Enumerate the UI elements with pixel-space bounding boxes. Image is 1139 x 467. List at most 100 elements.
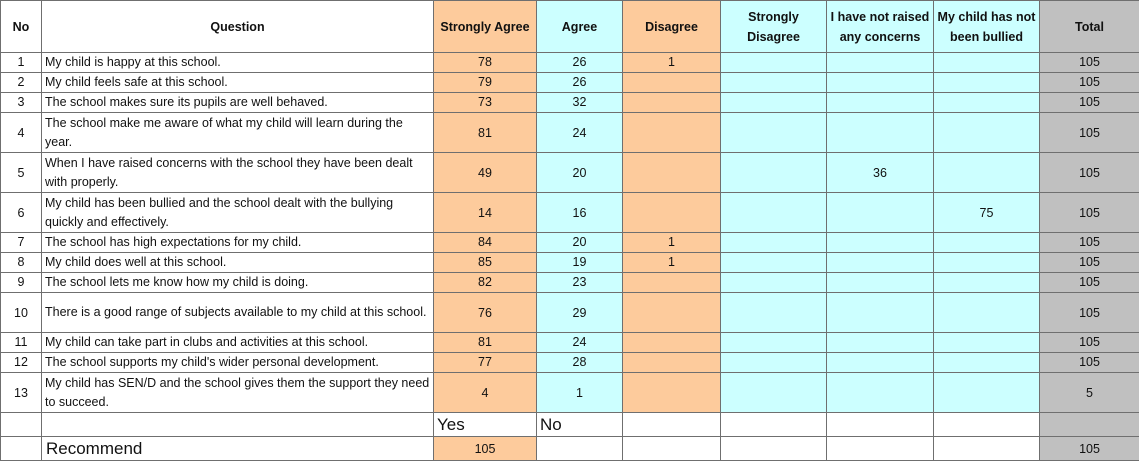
cell-agree[interactable]: 28 <box>536 352 623 373</box>
cell-total[interactable]: 105 <box>1039 92 1139 113</box>
cell-question[interactable]: My child feels safe at this school. <box>41 72 434 93</box>
cell-no[interactable]: 4 <box>0 112 42 153</box>
cell-blank[interactable] <box>933 412 1040 437</box>
recommend-no-value[interactable] <box>536 436 623 461</box>
cell-disagree[interactable] <box>622 112 721 153</box>
cell-agree[interactable]: 26 <box>536 72 623 93</box>
cell-total[interactable]: 105 <box>1039 292 1139 333</box>
recommend-yes-label[interactable]: Yes <box>433 412 537 437</box>
header-disagree[interactable]: Disagree <box>622 0 721 53</box>
header-not-bullied[interactable]: My child has not been bullied <box>933 0 1040 53</box>
cell-disagree[interactable]: 1 <box>622 252 721 273</box>
cell-strongly-agree[interactable]: 49 <box>433 152 537 193</box>
recommend-yes-value[interactable]: 105 <box>433 436 537 461</box>
cell-question[interactable]: My child has been bullied and the school… <box>41 192 434 233</box>
cell-no[interactable]: 9 <box>0 272 42 293</box>
cell-disagree[interactable] <box>622 352 721 373</box>
cell-strongly-disagree[interactable] <box>720 72 827 93</box>
cell-total[interactable]: 105 <box>1039 112 1139 153</box>
cell-not-bullied[interactable] <box>933 232 1040 253</box>
cell-not-bullied[interactable] <box>933 272 1040 293</box>
recommend-no-label[interactable]: No <box>536 412 623 437</box>
cell-total[interactable]: 105 <box>1039 352 1139 373</box>
cell-strongly-disagree[interactable] <box>720 152 827 193</box>
cell-not-raised[interactable] <box>826 252 934 273</box>
header-agree[interactable]: Agree <box>536 0 623 53</box>
cell-not-raised[interactable] <box>826 192 934 233</box>
cell-disagree[interactable] <box>622 332 721 353</box>
cell-strongly-disagree[interactable] <box>720 332 827 353</box>
cell-not-bullied[interactable] <box>933 372 1040 413</box>
cell-total[interactable]: 105 <box>1039 152 1139 193</box>
cell-strongly-disagree[interactable] <box>720 292 827 333</box>
cell-strongly-agree[interactable]: 76 <box>433 292 537 333</box>
cell-blank[interactable] <box>720 436 827 461</box>
cell-not-raised[interactable] <box>826 352 934 373</box>
recommend-label[interactable]: Recommend <box>41 436 434 461</box>
cell-strongly-agree[interactable]: 84 <box>433 232 537 253</box>
cell-strongly-agree[interactable]: 78 <box>433 52 537 73</box>
cell-no[interactable]: 6 <box>0 192 42 233</box>
cell-disagree[interactable] <box>622 72 721 93</box>
cell-total[interactable]: 105 <box>1039 332 1139 353</box>
cell-disagree[interactable]: 1 <box>622 52 721 73</box>
cell-strongly-agree[interactable]: 81 <box>433 332 537 353</box>
cell-question[interactable]: The school make me aware of what my chil… <box>41 112 434 153</box>
cell-agree[interactable]: 24 <box>536 332 623 353</box>
cell-disagree[interactable] <box>622 292 721 333</box>
cell-total[interactable]: 105 <box>1039 272 1139 293</box>
cell-blank[interactable] <box>41 412 434 437</box>
cell-no[interactable]: 8 <box>0 252 42 273</box>
cell-no[interactable]: 5 <box>0 152 42 193</box>
cell-question[interactable]: The school makes sure its pupils are wel… <box>41 92 434 113</box>
cell-no[interactable]: 1 <box>0 52 42 73</box>
cell-agree[interactable]: 23 <box>536 272 623 293</box>
cell-no[interactable]: 10 <box>0 292 42 333</box>
cell-question[interactable]: There is a good range of subjects availa… <box>41 292 434 333</box>
cell-not-bullied[interactable] <box>933 92 1040 113</box>
cell-not-raised[interactable] <box>826 272 934 293</box>
cell-strongly-disagree[interactable] <box>720 232 827 253</box>
cell-blank[interactable] <box>826 412 934 437</box>
cell-not-raised[interactable]: 36 <box>826 152 934 193</box>
cell-not-bullied[interactable] <box>933 292 1040 333</box>
cell-strongly-agree[interactable]: 14 <box>433 192 537 233</box>
cell-strongly-disagree[interactable] <box>720 272 827 293</box>
cell-agree[interactable]: 29 <box>536 292 623 333</box>
cell-question[interactable]: When I have raised concerns with the sch… <box>41 152 434 193</box>
cell-blank[interactable] <box>622 412 721 437</box>
cell-strongly-disagree[interactable] <box>720 252 827 273</box>
cell-total[interactable]: 105 <box>1039 252 1139 273</box>
cell-strongly-disagree[interactable] <box>720 192 827 233</box>
cell-not-raised[interactable] <box>826 232 934 253</box>
cell-agree[interactable]: 20 <box>536 152 623 193</box>
cell-total[interactable]: 105 <box>1039 232 1139 253</box>
cell-blank[interactable] <box>720 412 827 437</box>
cell-no[interactable]: 3 <box>0 92 42 113</box>
cell-not-bullied[interactable] <box>933 52 1040 73</box>
cell-disagree[interactable]: 1 <box>622 232 721 253</box>
cell-total[interactable]: 105 <box>1039 192 1139 233</box>
cell-strongly-agree[interactable]: 85 <box>433 252 537 273</box>
cell-no[interactable]: 12 <box>0 352 42 373</box>
cell-agree[interactable]: 19 <box>536 252 623 273</box>
cell-strongly-agree[interactable]: 82 <box>433 272 537 293</box>
cell-question[interactable]: The school supports my child's wider per… <box>41 352 434 373</box>
cell-strongly-disagree[interactable] <box>720 352 827 373</box>
cell-not-raised[interactable] <box>826 92 934 113</box>
cell-strongly-agree[interactable]: 79 <box>433 72 537 93</box>
header-question[interactable]: Question <box>41 0 434 53</box>
cell-blank[interactable] <box>0 436 42 461</box>
cell-strongly-disagree[interactable] <box>720 372 827 413</box>
cell-not-raised[interactable] <box>826 72 934 93</box>
cell-agree[interactable]: 26 <box>536 52 623 73</box>
cell-question[interactable]: My child is happy at this school. <box>41 52 434 73</box>
header-not-raised[interactable]: I have not raised any concerns <box>826 0 934 53</box>
cell-disagree[interactable] <box>622 372 721 413</box>
cell-agree[interactable]: 1 <box>536 372 623 413</box>
cell-disagree[interactable] <box>622 152 721 193</box>
cell-not-raised[interactable] <box>826 332 934 353</box>
cell-total[interactable]: 105 <box>1039 52 1139 73</box>
cell-not-raised[interactable] <box>826 52 934 73</box>
cell-no[interactable]: 13 <box>0 372 42 413</box>
